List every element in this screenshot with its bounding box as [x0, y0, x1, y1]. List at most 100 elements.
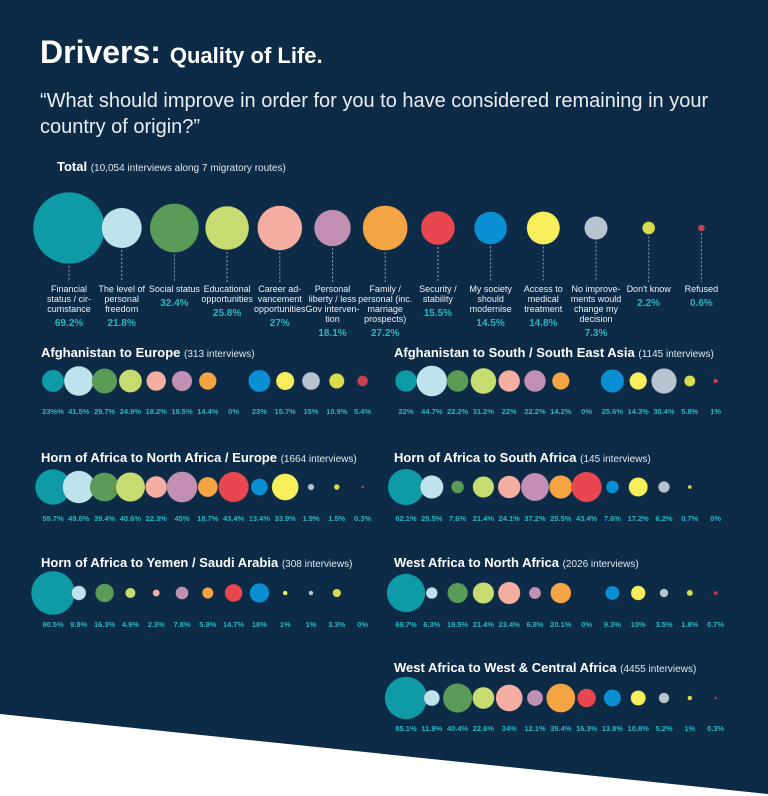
bubble [282, 590, 288, 596]
chart-subtitle: (1664 interviews) [280, 454, 357, 465]
value-label: 18.2% [145, 407, 167, 416]
bubble [171, 370, 193, 392]
value-label: 12.1% [524, 724, 546, 733]
value-label: 39.4% [550, 724, 572, 733]
bubble [446, 369, 469, 393]
value-label: 30.4% [653, 407, 675, 416]
value-label: 43.4% [575, 514, 598, 523]
value-label: 90.5% [42, 620, 64, 629]
value-label: 15.5% [423, 308, 453, 319]
value-label: 0.6% [689, 298, 713, 309]
bubble [224, 583, 243, 603]
bubble [498, 369, 521, 393]
value-label: 69.2% [54, 318, 84, 329]
value-label: 9.8% [70, 620, 88, 629]
bubble [629, 372, 648, 390]
value-label: 24.1% [498, 514, 520, 523]
bubble [571, 471, 603, 503]
value-label: 13.8% [601, 724, 624, 733]
category-label: The level of personal freedom [98, 284, 145, 314]
value-label: 16.3% [93, 620, 116, 629]
value-label: 1% [684, 724, 696, 733]
value-label: 18.7% [197, 514, 219, 523]
chart-heading: Afghanistan to South / South East Asia (… [394, 345, 714, 360]
value-label: 85.1% [395, 724, 417, 733]
value-label: 9.3% [603, 620, 621, 629]
category-label: Personal liberty / less Gov interven-tio… [305, 284, 360, 324]
value-label: 25.5% [421, 514, 443, 523]
bubble [605, 585, 620, 601]
bubble [145, 475, 168, 499]
value-label: 22.2% [524, 407, 546, 416]
value-label: 14.5% [476, 318, 505, 329]
value-label: 62.1% [395, 514, 417, 523]
value-label: 29.7% [93, 407, 116, 416]
value-label: 14.4% [197, 407, 219, 416]
category-label: Security / stability [419, 284, 457, 304]
bubble [30, 570, 76, 616]
bubble [175, 586, 189, 600]
value-label: 25.5% [550, 514, 572, 523]
value-label: 22.6% [472, 724, 495, 733]
bubble [63, 365, 94, 397]
category-label: Access to medical treatment [523, 284, 563, 314]
bubble [603, 689, 622, 707]
bubble [584, 216, 608, 240]
value-label: 0.7% [707, 620, 725, 629]
value-label: 23% [251, 407, 267, 416]
value-label: 10% [630, 620, 646, 629]
title-suffix: Quality of Life. [169, 43, 323, 68]
bubble [714, 696, 718, 700]
value-label: 13.4% [248, 514, 271, 523]
bubble [115, 472, 146, 502]
bubble [301, 371, 321, 391]
value-label: 23%% [42, 407, 64, 416]
category-block: Don't know 2.2% [618, 284, 680, 309]
value-label: 43.4% [222, 514, 245, 523]
value-label: 5.4% [354, 407, 372, 416]
value-label: 0.3% [707, 724, 725, 733]
value-label: 16.3% [575, 724, 598, 733]
value-label: 14.7% [222, 620, 245, 629]
value-label: 6.2% [655, 514, 673, 523]
bubble [95, 583, 115, 603]
value-label: 14.8% [529, 318, 558, 329]
bubble [659, 588, 669, 598]
chart-title: Horn of Africa to South Africa [394, 450, 577, 465]
value-label: 0% [581, 620, 593, 629]
category-block: No improve-ments would change my decisio… [565, 284, 627, 339]
value-label: 37.2% [524, 514, 546, 523]
value-label: 1% [279, 620, 291, 629]
bubble [146, 370, 167, 392]
bubble [651, 368, 677, 394]
bubble [125, 587, 136, 599]
chart-subtitle: (1145 interviews) [638, 349, 714, 360]
value-label: 7.6% [603, 514, 621, 523]
category-label: Social status [148, 284, 200, 294]
value-label: 0% [581, 407, 593, 416]
chart-heading: Horn of Africa to North Africa / Europe … [41, 450, 357, 465]
value-label: 10.8% [627, 724, 649, 733]
chart-title: Afghanistan to Europe [41, 345, 181, 360]
bubble [275, 371, 295, 391]
value-label: 49.8% [68, 514, 90, 523]
value-label: 27% [269, 318, 290, 329]
bubble [523, 369, 547, 393]
bubble [630, 690, 647, 706]
chart-subtitle: (313 interviews) [184, 349, 255, 360]
value-label: 11.9% [421, 724, 443, 733]
chart-heading: Total (10,054 interviews along 7 migrato… [57, 159, 286, 174]
value-label: 40.4% [446, 724, 469, 733]
bubble [605, 480, 619, 494]
footer-shape [0, 714, 768, 796]
category-label: My society should modernise [469, 284, 512, 314]
value-label: 14.3% [627, 407, 649, 416]
chart-subtitle: (145 interviews) [580, 454, 651, 465]
value-label: 2.2% [637, 298, 661, 309]
value-label: 22% [501, 407, 517, 416]
bubble [394, 369, 418, 393]
bubble [419, 475, 444, 499]
chart-title: Horn of Africa to Yemen / Saudi Arabia [41, 555, 279, 570]
chart-title: West Africa to North Africa [394, 555, 559, 570]
value-label: 15.7% [274, 407, 296, 416]
